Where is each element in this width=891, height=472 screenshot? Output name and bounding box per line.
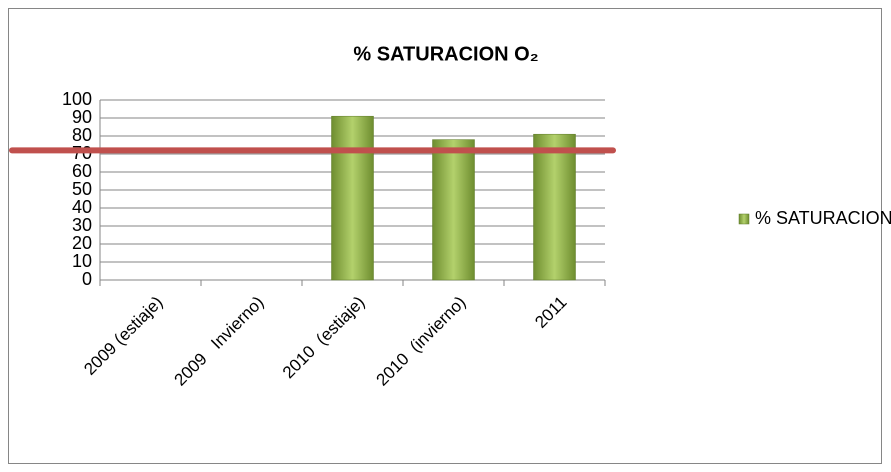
y-tick-label: 80 [72, 125, 92, 145]
y-tick-label: 50 [72, 179, 92, 199]
bar [331, 115, 374, 281]
y-tick-label: 60 [72, 161, 92, 181]
y-tick-label: 100 [62, 89, 92, 109]
y-tick-label: 10 [72, 251, 92, 271]
bar [533, 133, 576, 281]
y-tick-label: 20 [72, 233, 92, 253]
y-tick-label: 40 [72, 197, 92, 217]
bar [432, 139, 475, 281]
legend-label: % SATURACION O2 [755, 208, 891, 228]
y-tick-label: 30 [72, 215, 92, 235]
legend-swatch [738, 213, 750, 225]
y-tick-label: 0 [82, 269, 92, 289]
y-tick-label: 90 [72, 107, 92, 127]
chart-title: % SATURACION O₂ [353, 43, 538, 65]
